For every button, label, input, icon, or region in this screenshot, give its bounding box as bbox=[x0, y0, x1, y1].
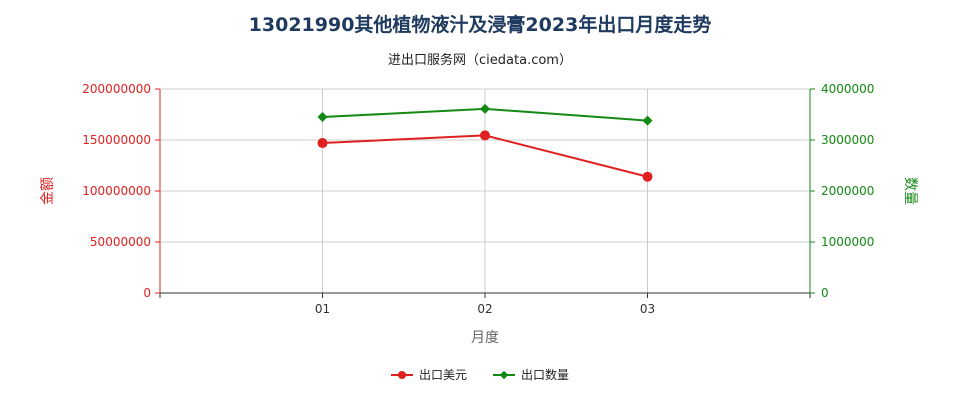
legend: 出口美元 出口数量 bbox=[0, 366, 960, 383]
data-point-circle[interactable] bbox=[642, 171, 653, 182]
y-right-tick-label: 2000000 bbox=[821, 184, 874, 198]
series-layer bbox=[317, 103, 653, 182]
y-left-tick-label: 150000000 bbox=[82, 133, 151, 147]
data-point-circle[interactable] bbox=[317, 138, 328, 149]
y-right-tick-label: 4000000 bbox=[821, 82, 874, 96]
chart-title: 13021990其他植物液汁及浸膏2023年出口月度走势 bbox=[248, 14, 712, 36]
legend-item-export-usd[interactable]: 出口美元 bbox=[390, 366, 467, 383]
data-point-circle[interactable] bbox=[480, 130, 490, 141]
x-tick-label: 02 bbox=[477, 302, 492, 316]
y-left-tick-label: 100000000 bbox=[82, 184, 151, 198]
tick-labels: 0 0 50000000 1000000 100000000 2000000 1500000… bbox=[82, 82, 874, 316]
legend-label-export-usd: 出口美元 bbox=[418, 368, 467, 382]
legend-swatch-red bbox=[390, 370, 413, 380]
data-point-diamond[interactable] bbox=[480, 103, 490, 114]
legend-label-export-quantity: 出口数量 bbox=[521, 368, 570, 382]
data-point-diamond[interactable] bbox=[642, 115, 653, 126]
chart-subtitle: 进出口服务网（ciedata.com） bbox=[388, 53, 572, 68]
y-right-tick-label: 0 bbox=[821, 286, 829, 300]
line-chart: 0 0 50000000 1000000 100000000 2000000 1500000… bbox=[40, 82, 918, 346]
legend-swatch-green bbox=[493, 370, 515, 380]
y-right-tick-label: 3000000 bbox=[821, 133, 874, 147]
legend-item-export-quantity[interactable]: 出口数量 bbox=[493, 366, 569, 383]
y-axis-right-label: 数量 bbox=[902, 177, 918, 205]
y-right-tick-label: 1000000 bbox=[821, 235, 874, 249]
y-axis-left-label: 金额 bbox=[40, 177, 56, 205]
y-left-tick-label: 0 bbox=[143, 286, 151, 300]
grid-lines bbox=[160, 88, 810, 293]
axes bbox=[155, 88, 815, 298]
x-axis-label: 月度 bbox=[471, 330, 499, 346]
x-tick-label: 01 bbox=[315, 302, 330, 316]
y-left-tick-label: 200000000 bbox=[82, 82, 151, 96]
x-tick-label: 03 bbox=[640, 302, 655, 316]
y-left-tick-label: 50000000 bbox=[90, 235, 151, 249]
data-point-diamond[interactable] bbox=[317, 112, 328, 123]
